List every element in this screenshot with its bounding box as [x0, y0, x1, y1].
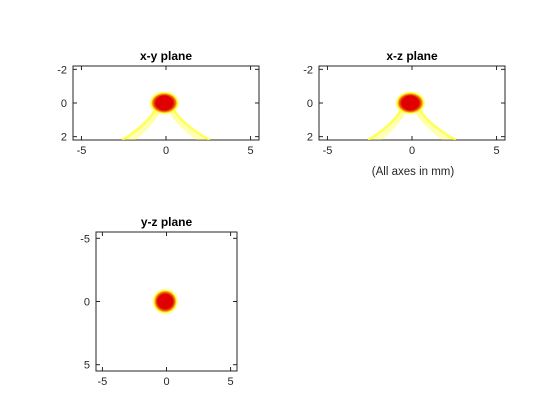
subplot-title: y-z plane [141, 215, 193, 229]
x-tick-label: 5 [228, 376, 234, 388]
x-tick-label: 5 [493, 145, 499, 157]
y-tick-label: 0 [61, 98, 67, 110]
x-tick-label: 0 [163, 145, 169, 157]
y-tick-label: 0 [307, 98, 313, 110]
x-tick-label: -5 [98, 376, 108, 388]
focal-core [157, 294, 174, 309]
focal-core [155, 95, 173, 111]
x-tick-label: 5 [247, 145, 253, 157]
y-tick-label: -2 [57, 64, 67, 76]
beam-cone [122, 96, 210, 140]
subplot-2: x-z plane -5 0 5 -2 0 2 [303, 49, 506, 157]
subplot-title: x-y plane [140, 49, 192, 63]
subplot-title: x-z plane [386, 49, 438, 63]
y-tick-label: 2 [307, 132, 313, 144]
x-tick-label: 0 [163, 376, 169, 388]
subplot-1: x-y plane -5 0 5 -2 0 2 [57, 49, 260, 157]
y-tick-label: -5 [80, 233, 90, 245]
y-tick-label: -2 [303, 64, 313, 76]
focal-core [401, 95, 419, 111]
y-tick-label: 2 [61, 132, 67, 144]
x-tick-label: -5 [323, 145, 333, 157]
beam-cone [368, 96, 456, 140]
y-tick-label: 5 [84, 360, 90, 372]
y-tick-label: 0 [84, 297, 90, 309]
subplot-3: y-z plane -5 0 5 -5 0 5 [80, 215, 238, 388]
axes-unit-note: (All axes in mm) [372, 166, 455, 178]
x-tick-label: 0 [409, 145, 415, 157]
x-tick-label: -5 [77, 145, 87, 157]
